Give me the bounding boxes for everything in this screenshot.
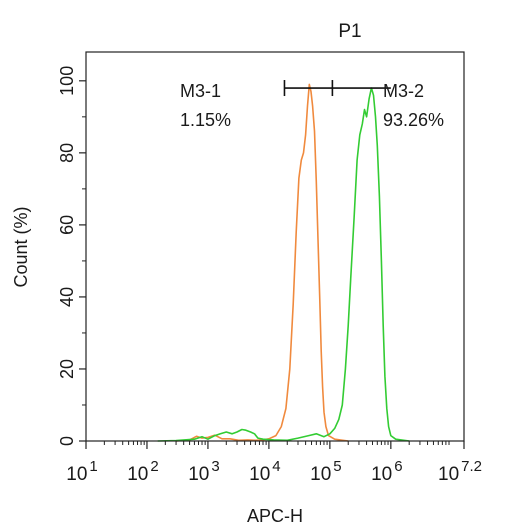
plot-frame [85,51,465,442]
y-tick-label: 80 [57,143,77,163]
x-tick-label: 10 7.2 [438,458,482,485]
x-tick-label: 10 3 [188,458,219,485]
x-axis: 10 1 10 2 10 3 10 4 10 5 10 6 10 7.2 [66,441,482,485]
x-tick-exponent: 2 [150,458,158,475]
y-tick-label: 60 [57,215,77,235]
y-tick-label: 40 [57,287,77,307]
x-tick-exponent: 1 [89,458,97,475]
y-tick-label: 20 [57,359,77,379]
gate-right-label: M3-2 [383,81,424,101]
gate-marker [283,80,391,97]
x-tick-exponent: 7.2 [461,458,482,475]
x-tick-label: 10 1 [66,458,97,485]
x-tick-exponent: 3 [211,458,219,475]
x-tick-exponent: 4 [272,458,280,475]
y-axis: 0 20 40 60 80 100 [57,66,86,446]
x-axis-label: APC-H [247,506,303,526]
x-tick-exponent: 5 [333,458,341,475]
series-line-2 [157,87,410,442]
x-tick-label: 10 6 [371,458,402,485]
gate-left-percent: 1.15% [180,110,231,130]
chart-title: P1 [338,21,361,42]
x-tick-label: 10 4 [249,458,280,485]
gate-right-percent: 93.26% [383,110,444,130]
series-layer [157,83,410,442]
x-tick-exponent: 6 [394,458,402,475]
x-tick-label: 10 5 [310,458,341,485]
y-tick-label: 0 [57,436,77,446]
y-tick-label: 100 [57,66,77,96]
gate-left-label: M3-1 [180,81,221,101]
y-axis-label: Count (%) [11,206,31,287]
series-line-1 [176,83,349,442]
x-tick-label: 10 2 [127,458,158,485]
